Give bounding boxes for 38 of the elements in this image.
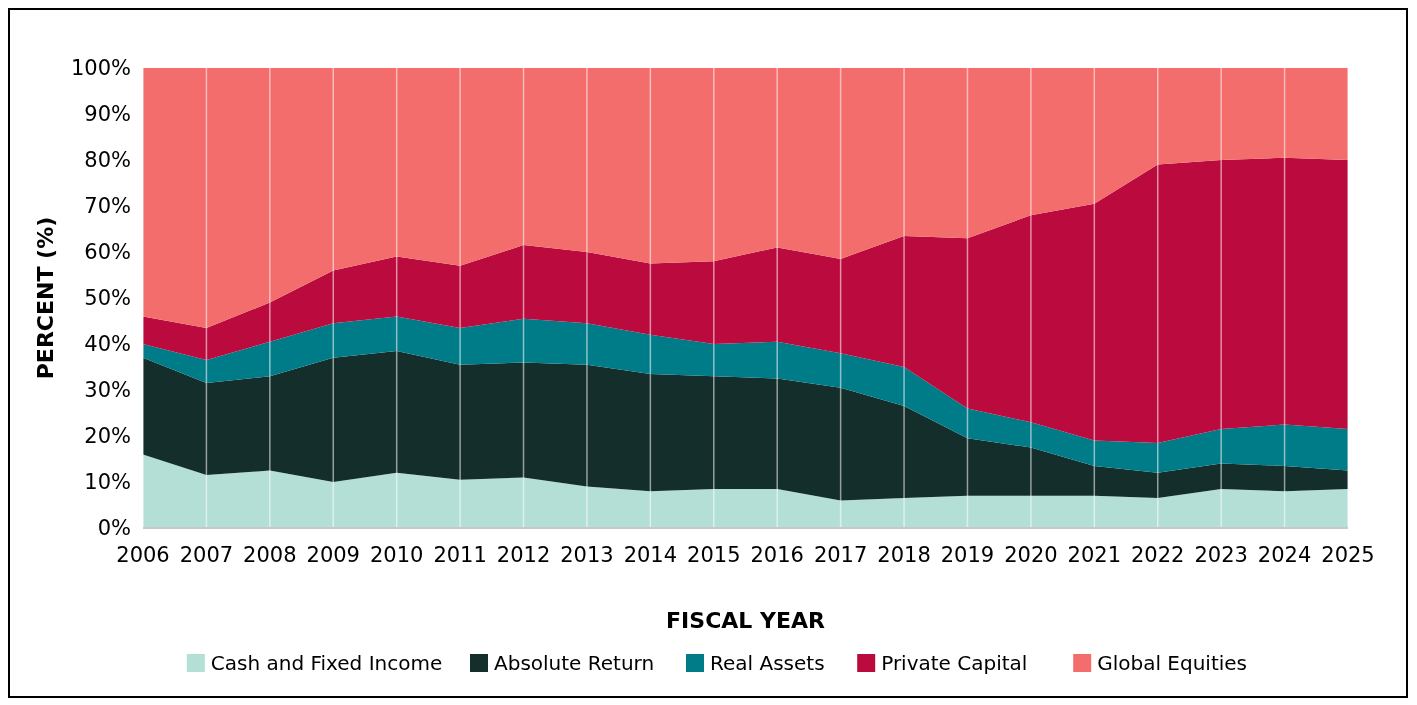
x-tick-label: 2017 — [813, 543, 868, 567]
y-axis-title: PERCENT (%) — [33, 216, 58, 380]
y-tick-label: 20% — [84, 424, 131, 449]
x-tick-label: 2009 — [306, 543, 360, 567]
x-tick-label: 2025 — [1321, 543, 1375, 567]
x-tick-label: 2023 — [1194, 543, 1248, 567]
y-tick-label: 50% — [84, 286, 131, 311]
y-tick-label: 90% — [84, 102, 131, 127]
y-tick-label: 80% — [84, 148, 131, 173]
x-tick-label: 2020 — [1004, 543, 1058, 567]
legend-label: Absolute Return — [494, 651, 655, 675]
x-tick-label: 2007 — [179, 543, 234, 567]
x-tick-label: 2012 — [496, 543, 551, 567]
legend-label: Cash and Fixed Income — [210, 651, 443, 675]
y-tick-label: 0% — [97, 516, 131, 541]
x-tick-label: 2022 — [1131, 543, 1185, 567]
x-tick-label: 2006 — [116, 543, 170, 567]
x-tick-label: 2015 — [687, 543, 741, 567]
x-tick-label: 2024 — [1257, 543, 1312, 567]
x-tick-label: 2013 — [560, 543, 614, 567]
y-tick-label: 30% — [84, 378, 131, 403]
y-tick-label: 40% — [84, 332, 131, 357]
x-tick-label: 2010 — [369, 543, 424, 567]
x-tick-label: 2019 — [940, 543, 995, 567]
x-tick-label: 2018 — [877, 543, 931, 567]
y-tick-label: 70% — [84, 194, 131, 219]
y-tick-label: 100% — [70, 56, 131, 81]
x-tick-label: 2021 — [1067, 543, 1122, 567]
legend-label: Private Capital — [881, 651, 1028, 675]
y-tick-label: 60% — [84, 240, 131, 265]
x-axis-title: FISCAL YEAR — [666, 608, 825, 633]
legend-label: Global Equities — [1097, 651, 1248, 675]
x-tick-label: 2016 — [750, 543, 804, 567]
x-tick-label: 2008 — [243, 543, 297, 567]
x-tick-label: 2011 — [433, 543, 487, 567]
legend-label: Real Assets — [710, 651, 825, 675]
x-tick-label: 2014 — [623, 543, 678, 567]
y-tick-label: 10% — [84, 470, 131, 495]
